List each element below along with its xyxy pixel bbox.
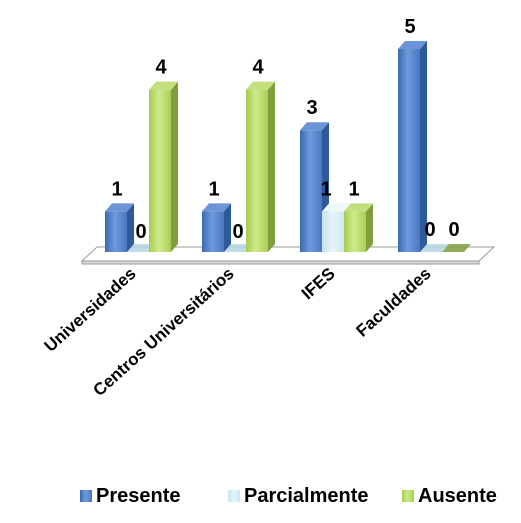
legend-label-parcialmente: Parcialmente (244, 485, 369, 507)
data-label-parcialmente-0: 0 (135, 221, 146, 243)
legend-item-presente: Presente (80, 485, 181, 507)
bar-presente-3 (398, 41, 427, 252)
bar-presente-0 (105, 203, 134, 252)
data-label-ausente-3: 0 (448, 219, 459, 241)
bar-ausente-2 (344, 203, 373, 252)
data-label-presente-3: 5 (404, 16, 415, 38)
legend-item-parcialmente: Parcialmente (228, 485, 369, 507)
bar-parcialmente-0 (127, 244, 156, 252)
bar-ausente-3 (442, 244, 471, 252)
legend-label-presente: Presente (96, 485, 181, 507)
legend-swatch-presente (80, 490, 92, 502)
data-label-ausente-0: 4 (155, 57, 167, 79)
category-label-2: IFES (298, 264, 339, 303)
bar-ausente-1 (246, 81, 275, 252)
bar-parcialmente-1 (224, 244, 253, 252)
bar-presente-1 (202, 203, 231, 252)
data-label-ausente-1: 4 (252, 57, 264, 79)
legend-item-ausente: Ausente (402, 485, 497, 507)
data-label-parcialmente-1: 0 (232, 221, 243, 243)
data-label-presente-2: 3 (306, 97, 317, 119)
category-label-3: Faculdades (352, 264, 434, 341)
data-label-presente-1: 1 (208, 178, 219, 200)
bar-parcialmente-3 (420, 244, 449, 252)
data-label-parcialmente-3: 0 (424, 219, 435, 241)
legend-label-ausente: Ausente (418, 485, 497, 507)
legend-swatch-parcialmente (228, 490, 240, 502)
data-label-ausente-2: 1 (348, 178, 359, 200)
bar-ausente-0 (149, 81, 178, 252)
chart-floor-edge (81, 260, 480, 265)
data-label-parcialmente-2: 1 (320, 178, 331, 200)
category-label-0: Universidades (41, 264, 140, 356)
legend-swatch-ausente (402, 490, 414, 502)
data-label-presente-0: 1 (111, 178, 122, 200)
